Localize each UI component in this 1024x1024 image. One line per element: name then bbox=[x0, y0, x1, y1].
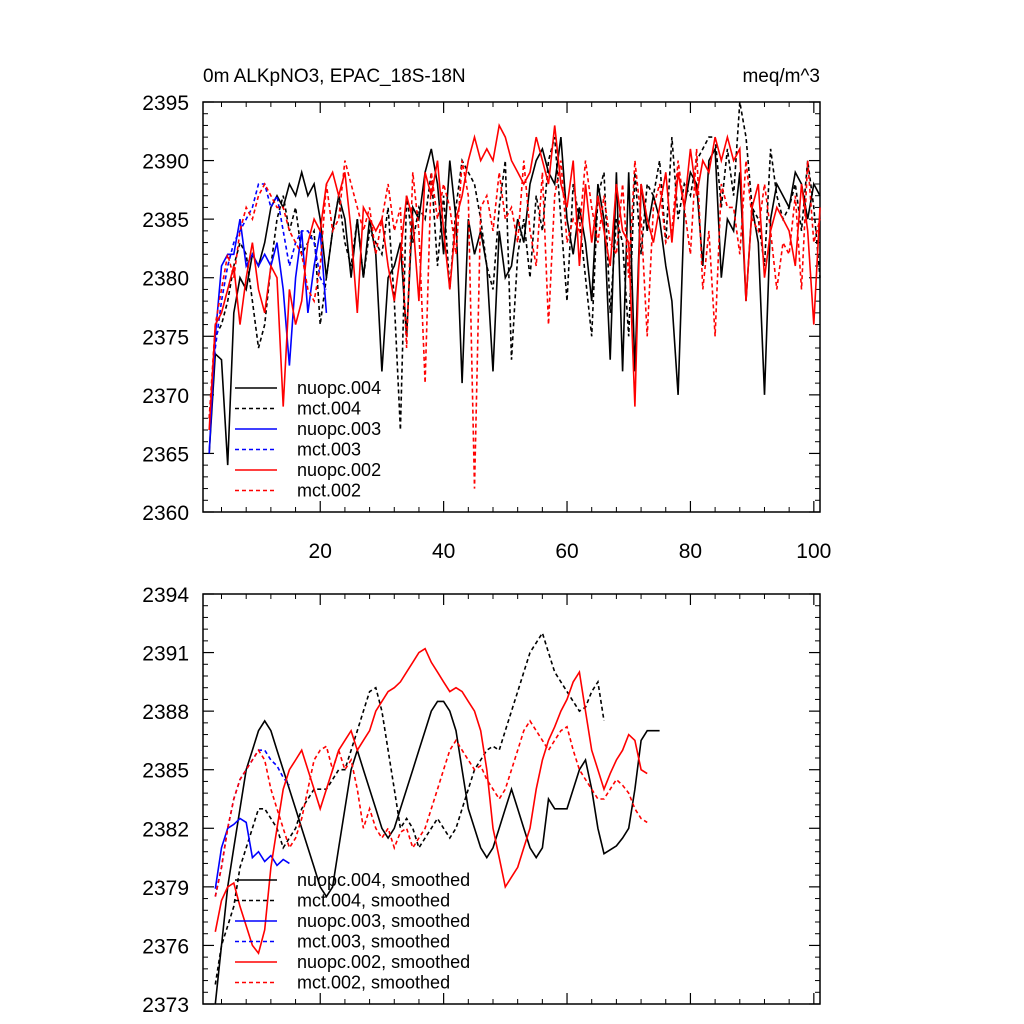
series-line-nuopc-004-smoothed bbox=[214, 700, 660, 1005]
x-tick-label: 40 bbox=[432, 540, 455, 563]
legend-label: mct.003 bbox=[297, 440, 361, 460]
y-tick-label: 2394 bbox=[142, 584, 189, 607]
y-tick-label: 2373 bbox=[142, 994, 189, 1017]
legend-label: mct.004, smoothed bbox=[297, 891, 450, 911]
y-tick-label: 2391 bbox=[142, 643, 189, 666]
upper-plot-frame bbox=[202, 101, 821, 513]
series-line-nuopc-003-smoothed bbox=[214, 817, 290, 889]
y-tick-label: 2376 bbox=[142, 935, 189, 958]
series-line-nuopc-003 bbox=[208, 218, 328, 454]
legend-label: nuopc.004 bbox=[297, 378, 381, 398]
series-line-nuopc-002-smoothed bbox=[214, 647, 648, 955]
x-tick-label: 60 bbox=[555, 540, 578, 563]
y-tick-label: 2382 bbox=[142, 818, 189, 841]
legend-label: nuopc.002, smoothed bbox=[297, 952, 470, 972]
legend-label: nuopc.003 bbox=[297, 419, 381, 439]
upper-plot-ticks: 2360 2365 2370 2375 2380 2385 2390 2395 20 40 60 80… bbox=[142, 92, 831, 563]
upper-plot-legend: nuopc.004mct.004nuopc.003mct.003nuopc.00… bbox=[235, 378, 381, 501]
series-line-mct-003 bbox=[208, 183, 328, 419]
legend-label: mct.002 bbox=[297, 481, 361, 501]
y-tick-label: 2385 bbox=[142, 760, 189, 783]
series-line-mct-004-smoothed bbox=[214, 631, 605, 985]
series-line-nuopc-004 bbox=[208, 136, 821, 466]
x-tick-label: 80 bbox=[679, 540, 702, 563]
x-tick-label: 20 bbox=[309, 540, 332, 563]
x-tick-label: 100 bbox=[796, 540, 831, 563]
y-tick-label: 2370 bbox=[142, 385, 189, 408]
y-tick-label: 2375 bbox=[142, 326, 189, 349]
legend-label: mct.002, smoothed bbox=[297, 973, 450, 993]
y-tick-label: 2365 bbox=[142, 443, 189, 466]
lower-plot-series bbox=[214, 631, 660, 1005]
y-tick-label: 2380 bbox=[142, 268, 189, 291]
legend-label: nuopc.003, smoothed bbox=[297, 911, 470, 931]
y-tick-label: 2390 bbox=[142, 151, 189, 174]
lower-plot-panel: 2373 2376 2379 2382 2385 2388 2391 2394 nuopc.0… bbox=[142, 584, 821, 1017]
lower-plot-ticks: 2373 2376 2379 2382 2385 2388 2391 2394 bbox=[142, 584, 820, 1017]
y-tick-label: 2385 bbox=[142, 209, 189, 232]
y-tick-label: 2395 bbox=[142, 92, 189, 115]
upper-plot-units: meq/m^3 bbox=[742, 66, 820, 87]
upper-plot-series bbox=[208, 101, 821, 489]
upper-plot-title: 0m ALKpNO3, EPAC_18S-18N bbox=[203, 66, 466, 87]
legend-label: nuopc.004, smoothed bbox=[297, 870, 470, 890]
series-line-mct-002-smoothed bbox=[214, 719, 648, 897]
y-tick-label: 2360 bbox=[142, 502, 189, 525]
y-tick-label: 2388 bbox=[142, 701, 189, 724]
legend-label: mct.003, smoothed bbox=[297, 932, 450, 952]
y-tick-label: 2379 bbox=[142, 877, 189, 900]
legend-label: mct.004 bbox=[297, 399, 361, 419]
upper-plot-panel: 0m ALKpNO3, EPAC_18S-18N meq/m^3 2360236… bbox=[142, 66, 831, 563]
series-line-nuopc-002 bbox=[208, 122, 821, 431]
series-line-mct-002 bbox=[208, 148, 821, 489]
legend-label: nuopc.002 bbox=[297, 460, 381, 480]
lower-plot-frame bbox=[202, 593, 821, 1005]
